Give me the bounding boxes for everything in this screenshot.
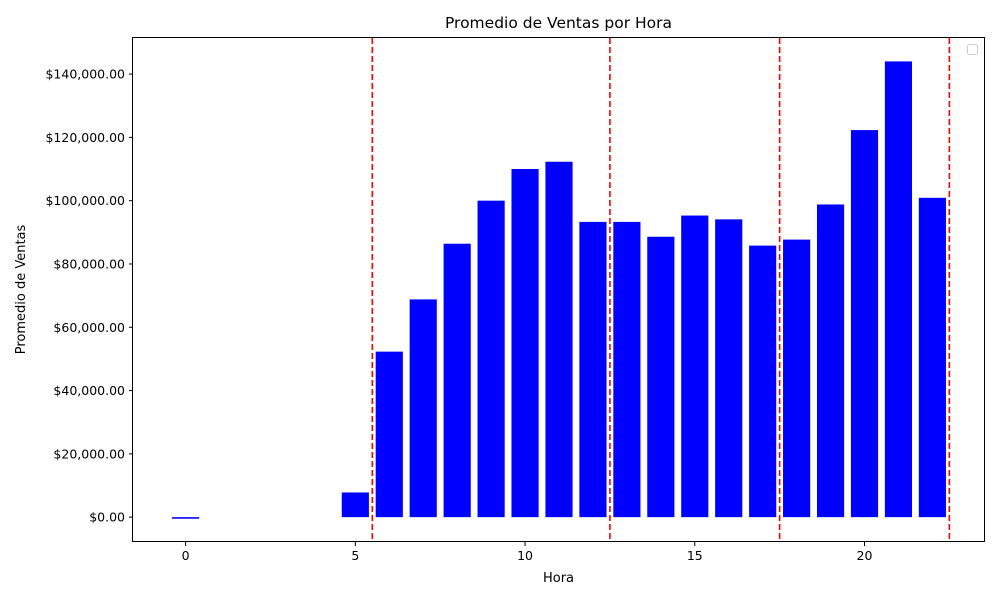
x-tick-label: 0 <box>182 548 190 563</box>
bar-hour-16 <box>715 219 743 518</box>
bar-hour-19 <box>816 204 845 518</box>
x-tick-label: 10 <box>517 548 533 563</box>
y-tick-label: $0.00 <box>89 510 125 525</box>
bars <box>172 61 946 519</box>
y-tick-label: $120,000.00 <box>45 130 125 145</box>
bar-hour-6 <box>375 351 403 518</box>
bar-hour-18 <box>783 239 811 518</box>
bar-hour-22 <box>918 197 946 518</box>
bar-hour-5 <box>341 492 369 518</box>
bar-hour-11 <box>545 161 573 518</box>
bar-hour-0 <box>172 517 200 519</box>
y-tick-label: $40,000.00 <box>53 383 125 398</box>
y-tick-label: $20,000.00 <box>53 446 125 461</box>
y-axis-ticks: $0.00 $20,000.00 $40,000.00 $60,000.00 $80,0… <box>45 67 133 525</box>
x-tick-label: 15 <box>687 548 703 563</box>
bar-hour-7 <box>409 299 437 518</box>
x-tick-label: 20 <box>857 548 873 563</box>
y-axis-label: Promedio de Ventas <box>14 224 29 354</box>
bar-hour-20 <box>850 130 879 518</box>
x-axis-label: Hora <box>543 571 574 586</box>
bar-hour-14 <box>647 236 675 518</box>
y-tick-label: $80,000.00 <box>53 256 125 271</box>
bar-hour-21 <box>884 61 913 518</box>
bar-hour-13 <box>613 221 641 518</box>
y-tick-label: $100,000.00 <box>45 193 125 208</box>
bar-hour-8 <box>443 243 471 518</box>
plot-frame <box>132 37 985 542</box>
reference-lines <box>371 38 951 542</box>
chart-title: Promedio de Ventas por Hora <box>445 14 672 32</box>
bar-hour-9 <box>477 200 505 518</box>
bar-hour-10 <box>511 169 539 518</box>
y-tick-label: $60,000.00 <box>53 320 125 335</box>
x-axis-ticks: 0 5 10 15 20 <box>182 542 873 563</box>
bar-hour-17 <box>749 245 777 518</box>
y-tick-label: $140,000.00 <box>45 67 125 82</box>
bar-hour-15 <box>681 215 709 518</box>
legend-box <box>967 44 978 55</box>
bar-hour-12 <box>579 221 607 518</box>
x-tick-label: 5 <box>351 548 359 563</box>
